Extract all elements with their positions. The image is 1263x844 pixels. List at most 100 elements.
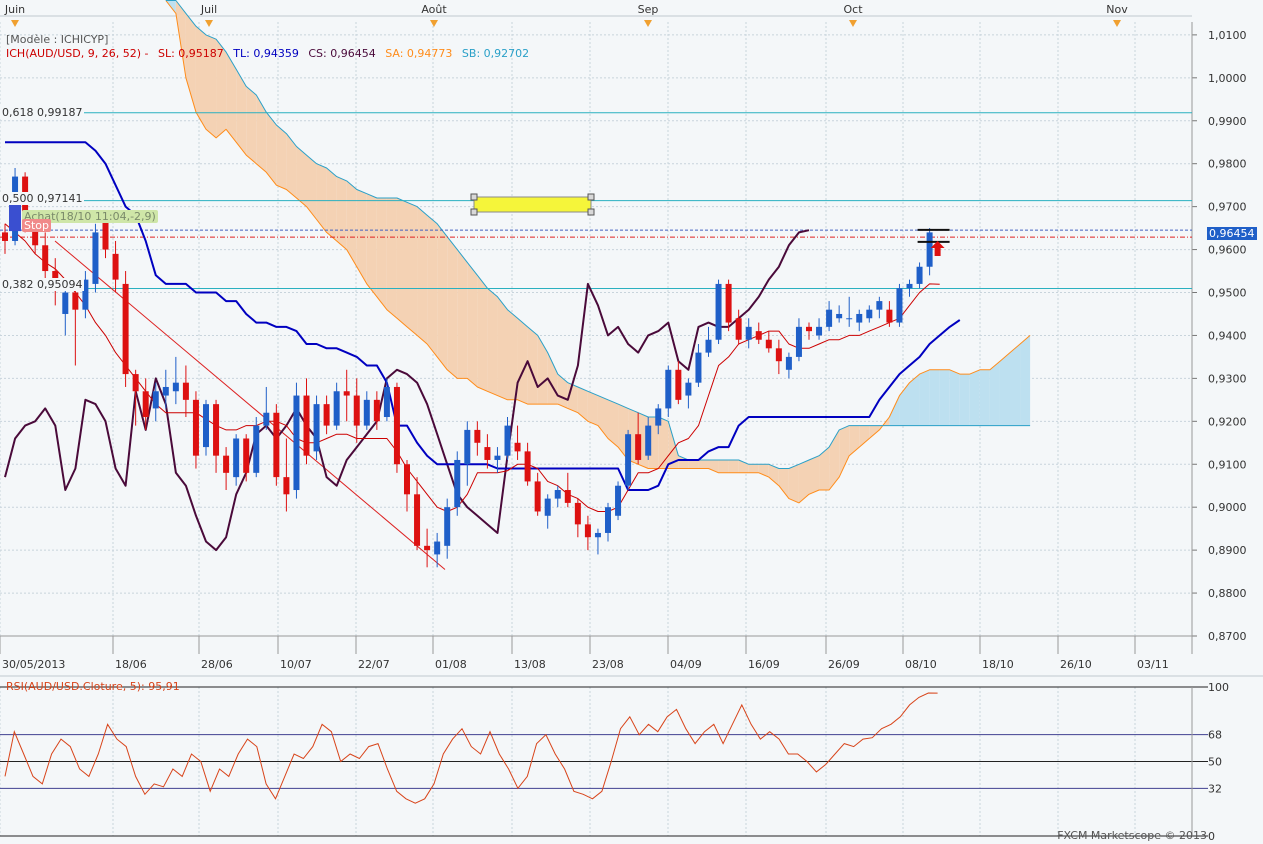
candle-bull (645, 425, 652, 456)
rsi-y-tick-label: 50 (1208, 756, 1222, 769)
cloud-bear-segment (587, 391, 598, 426)
cloud-bear-segment (537, 335, 548, 405)
candle-bull (926, 232, 933, 267)
candle-bear (303, 395, 310, 456)
candle-bear (564, 490, 571, 503)
ichimoku-legend: ICH(AUD/USD, 9, 26, 52) - SL: 0,95187 TL… (6, 47, 535, 60)
cloud-bull-segment (999, 352, 1010, 426)
month-marker-icon (849, 20, 857, 27)
rectangle-handle (470, 208, 478, 216)
cloud-bull-segment (909, 374, 920, 426)
rsi-y-tick-label: 32 (1208, 782, 1222, 795)
cloud-bull-segment (939, 369, 950, 426)
candle-bull (203, 404, 209, 448)
cloud-bear-segment (286, 133, 297, 199)
x-tick-label: 01/08 (435, 658, 467, 671)
candle-bull (62, 292, 69, 314)
candle-bear (534, 481, 541, 512)
candle-bull (454, 459, 461, 508)
cloud-bear-segment (206, 34, 217, 138)
candle-bear (142, 391, 149, 418)
cloud-bear-segment (728, 459, 739, 473)
candle-bull (494, 455, 501, 460)
cloud-bear-segment (457, 249, 468, 379)
cloud-bear-segment (326, 167, 337, 241)
cloud-bear-segment (467, 262, 478, 387)
buy-arrow-icon (930, 241, 945, 257)
candle-bull (795, 326, 802, 357)
legend-sl: SL: 0,95187 (157, 47, 224, 60)
cloud-bear-segment (517, 318, 528, 405)
x-tick-label: 10/07 (280, 658, 312, 671)
cloud-bear-segment (849, 425, 860, 456)
model-text: [Modèle : ICHICYP] (6, 33, 109, 46)
cloud-bear-segment (527, 326, 538, 405)
candle-bull (383, 386, 390, 418)
model-label: [Modèle : ICHICYP] (6, 33, 114, 46)
cloud-bear-segment (306, 155, 317, 220)
watermark: FXCM Marketscope © 2013 (1057, 829, 1207, 842)
cloud-bear-segment (296, 146, 307, 207)
rsi-title: RSI(AUD/USD.Cloture, 5): 95,91 (6, 680, 180, 693)
cloud-bull-segment (979, 369, 990, 426)
cloud-bear-segment (859, 425, 870, 448)
candle-bear (424, 545, 431, 551)
month-label: Août (421, 3, 447, 16)
y-tick-label: 0,9800 (1208, 158, 1247, 171)
candle-bull (785, 356, 792, 370)
x-tick-label: 26/10 (1060, 658, 1092, 671)
cloud-bear-segment (396, 198, 407, 327)
candle-bear (574, 502, 581, 525)
candle-bear (886, 309, 893, 323)
candle-bull (172, 382, 179, 392)
legend-tl: TL: 0,94359 (233, 47, 299, 60)
stop-order-label[interactable]: Stop (22, 219, 52, 232)
cloud-bear-segment (608, 399, 619, 448)
fib-500-label: 0,500 0,97141 (0, 192, 85, 205)
candle-bull (233, 438, 240, 478)
x-tick-label: 16/09 (748, 658, 780, 671)
y-tick-label: 0,9600 (1208, 244, 1247, 257)
y-tick-label: 0,8800 (1208, 587, 1247, 600)
cloud-bear-segment (216, 39, 227, 138)
cloud-bear-segment (507, 309, 518, 400)
candle-bull (293, 395, 300, 491)
candle-bear (72, 292, 79, 310)
candle-bull (333, 391, 340, 426)
y-tick-label: 0,9200 (1208, 415, 1247, 428)
cloud-bear-segment (346, 180, 357, 267)
candle-bull (655, 408, 662, 426)
cloud-bear-segment (366, 193, 377, 297)
candle-bull (916, 266, 923, 284)
candle-bull (826, 309, 833, 327)
cloud-bear-segment (788, 464, 799, 503)
rsi-y-tick-label: 0 (1208, 830, 1215, 843)
candle-bear (735, 318, 742, 340)
selected-candle-marker (9, 200, 21, 232)
cloud-bear-segment (246, 86, 257, 164)
cloud-bear-segment (708, 459, 719, 473)
candle-bull (715, 283, 722, 340)
cloud-bear-segment (316, 163, 327, 233)
cloud-bull-segment (949, 369, 960, 426)
candle-bear (353, 395, 360, 426)
month-marker-icon (430, 20, 438, 27)
cloud-bull-segment (1010, 344, 1021, 426)
cloud-bear-segment (748, 464, 759, 473)
candle-bear (765, 339, 772, 349)
candle-bull (705, 339, 712, 353)
month-marker-icon (11, 20, 19, 27)
candle-bull (544, 498, 551, 516)
candle-bull (896, 288, 903, 323)
candle-bull (816, 326, 823, 336)
candle-bear (122, 283, 129, 375)
cloud-bear-segment (386, 198, 397, 319)
x-tick-label: 18/06 (115, 658, 147, 671)
cloud-bull-segment (969, 369, 980, 426)
buy-order-label[interactable]: Achat(18/10 11:04,-2,9) (22, 210, 158, 223)
candle-bear (102, 219, 109, 250)
candle-bull (363, 399, 370, 426)
candle-bear (192, 399, 199, 456)
